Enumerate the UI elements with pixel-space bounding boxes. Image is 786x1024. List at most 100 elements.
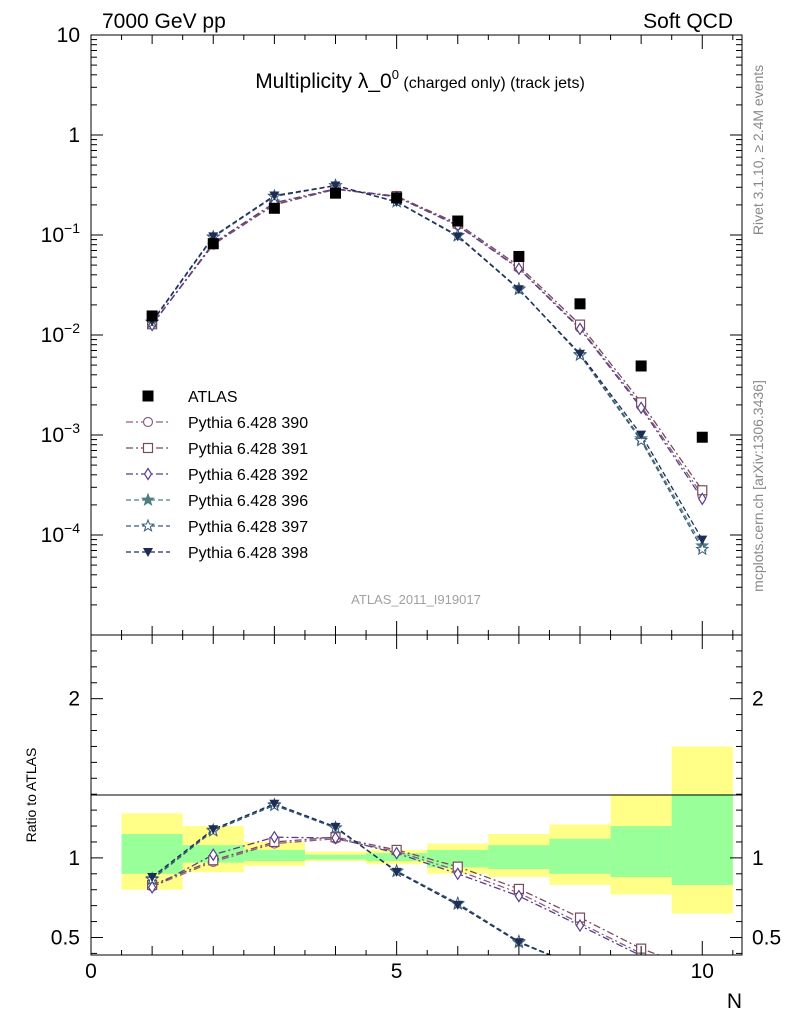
header-right: Soft QCD <box>643 10 733 33</box>
legend-marker-1 <box>142 442 154 454</box>
ratio-ytick-label-right: 0.5 <box>752 926 781 949</box>
ratio-ytick-label-left: 0.5 <box>51 926 80 949</box>
main-ytick-label: 1 <box>68 124 80 147</box>
main-ytick-label-base: 10 <box>41 424 64 447</box>
legend-label-0: Pythia 6.428 390 <box>188 415 308 432</box>
series-point-5 <box>697 535 708 545</box>
main-marks <box>145 178 710 556</box>
ratio-point-5 <box>147 872 158 882</box>
main-ytick-label-base: 10 <box>57 24 80 47</box>
data-point <box>513 250 525 262</box>
legend-marker-data <box>142 390 154 402</box>
ratio-lines <box>151 803 661 955</box>
series-line-2 <box>151 188 703 500</box>
main-ytick-label: 10−4 <box>41 520 81 547</box>
main-ytick-label-base: 1 <box>68 124 80 147</box>
ratio-frame <box>90 634 743 956</box>
ratio-point-2 <box>514 889 524 903</box>
ratio-point-5 <box>391 867 402 877</box>
ratio-ytick-label-right: 1 <box>752 847 764 870</box>
ratio-point-2 <box>331 831 340 845</box>
series-point-5 <box>269 191 280 201</box>
ratio-point-5 <box>452 900 463 910</box>
band-inner <box>488 845 550 870</box>
series-point-5 <box>330 181 341 191</box>
band-inner <box>243 849 305 862</box>
legend-label-2: Pythia 6.428 392 <box>188 467 308 484</box>
ratio-point-2 <box>270 830 279 844</box>
main-ytick-label: 10 <box>57 24 80 47</box>
header-left: 7000 GeV pp <box>102 10 226 33</box>
legend-marker-3 <box>140 492 156 507</box>
series-point-5 <box>575 349 586 359</box>
legend-marker-4 <box>140 518 156 533</box>
legend-marker-2 <box>143 467 153 481</box>
ratio-ytick-label-left: 2 <box>68 688 80 711</box>
ratio-xtick-label: 5 <box>391 960 403 983</box>
ratio-point-5 <box>208 825 219 835</box>
data-point <box>574 298 586 310</box>
series-point-2 <box>575 322 585 336</box>
data-point <box>391 192 403 204</box>
band-inner <box>610 826 672 877</box>
series-point-2 <box>514 262 524 276</box>
main-ytick-label: 10−2 <box>41 320 81 347</box>
series-point-5 <box>208 232 219 242</box>
ratio-ytick-label-left: 1 <box>68 847 80 870</box>
main-lines <box>151 184 703 550</box>
ratio-point-2 <box>392 846 401 860</box>
data-point <box>268 202 280 214</box>
watermark: ATLAS_2011_I919017 <box>351 592 481 607</box>
plot-title: Multiplicity λ_00 (charged only) (track … <box>255 67 585 93</box>
data-point <box>696 431 708 443</box>
rivet-label: Rivet 3.1.10, ≥ 2.4M events <box>750 65 766 235</box>
legend-marker-5 <box>143 548 153 557</box>
legend-label-data: ATLAS <box>188 389 238 406</box>
band-inner <box>121 834 183 874</box>
data-point <box>635 360 647 372</box>
data-point <box>452 215 464 227</box>
ratio-point-2 <box>453 867 462 881</box>
mcplots-label: mcplots.cern.ch [arXiv:1306.3436] <box>750 380 766 592</box>
legend-label-4: Pythia 6.428 397 <box>188 519 308 536</box>
ratio-point-2 <box>147 880 157 894</box>
ratio-xtick-label: 0 <box>85 960 97 983</box>
series-point-5 <box>513 285 524 295</box>
ratio-xtick-label: 10 <box>691 960 714 983</box>
legend-label-5: Pythia 6.428 398 <box>188 545 308 562</box>
main-ytick-label-exp: −1 <box>64 220 80 236</box>
ratio-ytick-label-right: 2 <box>752 688 764 711</box>
plot-title-sup: 0 <box>392 67 399 82</box>
band-inner <box>671 794 733 885</box>
ratio-point-5 <box>513 938 524 948</box>
main-ytick-label-exp: −2 <box>64 320 80 336</box>
data-point <box>146 310 158 322</box>
series-point-5 <box>452 232 463 242</box>
legend: ATLAS Pythia 6.428 390 Pythia 6.428 391 Pyt… <box>126 389 308 562</box>
plot-title-suffix: (charged only) (track jets) <box>403 75 584 92</box>
main-ytick-label-exp: −3 <box>64 420 80 436</box>
band-inner <box>549 838 611 874</box>
ratio-xlabel: N <box>727 990 742 1013</box>
ratio-ylabel: Ratio to ATLAS <box>23 748 39 843</box>
main-ytick-label-exp: −4 <box>64 520 80 536</box>
series-line-1 <box>151 188 703 491</box>
ratio-line-1 <box>151 836 661 955</box>
ratio-point-2 <box>575 918 585 933</box>
ratio-point-5 <box>330 822 341 832</box>
main-ytick-label-base: 10 <box>41 524 64 547</box>
main-plot: ATLAS_2011_I919017 Multiplicity λ_00 (ch… <box>41 24 743 636</box>
series-line-3 <box>151 184 703 547</box>
series-point-2 <box>636 401 646 415</box>
series-point-2 <box>698 492 707 506</box>
legend-label-1: Pythia 6.428 391 <box>188 441 308 458</box>
ratio-point-2 <box>209 848 218 862</box>
legend-marker-0 <box>142 416 154 428</box>
plot-title-main: Multiplicity λ_0 <box>255 70 392 93</box>
series-point-4 <box>634 433 649 447</box>
ratio-marks <box>145 797 647 955</box>
main-ytick-label: 10−1 <box>41 220 81 247</box>
series-point-4 <box>695 541 710 556</box>
